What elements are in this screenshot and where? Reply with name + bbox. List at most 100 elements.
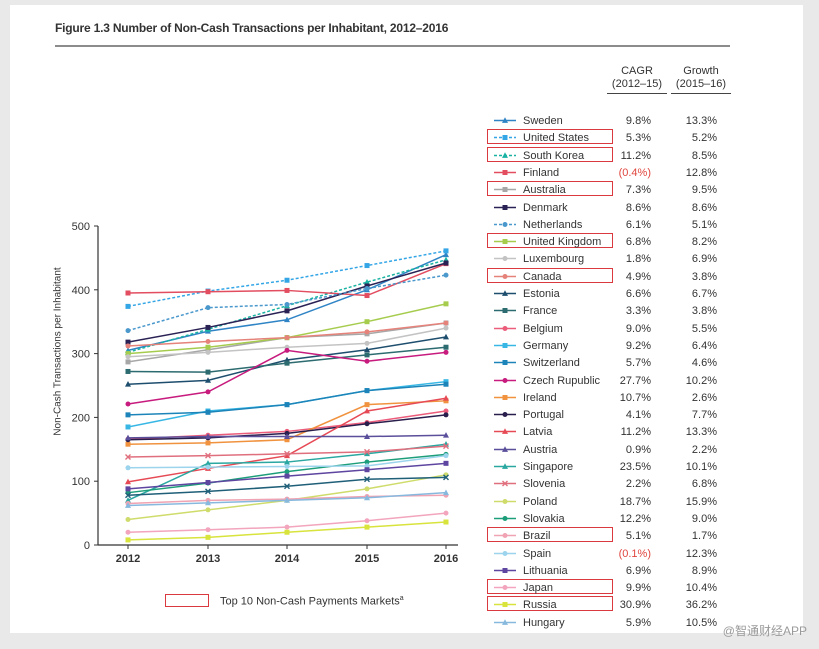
legend-swatch [494,187,516,193]
chart-series [125,248,449,543]
top10-highlight-box [487,579,613,595]
legend-swatch-marker [502,618,508,625]
data-point [284,497,290,503]
data-point [125,537,131,543]
legend-growth-value: 10.1% [685,461,717,473]
data-point [364,433,370,439]
data-point [443,510,449,516]
data-point [125,354,131,360]
data-point [443,320,449,326]
legend-swatch-marker [502,377,508,383]
legend-growth-value: 8.6% [691,201,717,214]
legend-cagr-value: 4.1% [625,409,651,422]
legend-label: Denmark [523,201,568,214]
legend-growth-value: 5.5% [691,322,717,335]
data-point [443,301,449,307]
top10-highlight-box [487,233,613,249]
data-point [205,488,211,495]
data-point [125,492,131,499]
chart-title: Figure 1.3 Number of Non-Cash Transactio… [55,21,449,35]
data-point [364,459,370,465]
y-axis-label: Non-Cash Transactions per Inhabitant [52,267,64,436]
figure-panel: Figure 1.3 Number of Non-Cash Transactio… [10,5,803,633]
data-point [364,319,370,325]
legend-swatch-marker [502,360,508,366]
legend-cagr-value: 9.9% [625,582,651,595]
data-point [205,479,211,485]
data-point [205,527,211,533]
legend-swatch-marker [502,151,508,158]
legend-label: Canada [523,270,562,283]
legend-cagr-value: 0.9% [625,443,651,456]
data-point [125,497,131,503]
y-tick-label: 0 [84,540,90,552]
data-point [284,458,290,465]
legend-label: Brazil [523,530,551,543]
legend-swatch-marker [502,342,508,348]
legend-growth-value: 8.9% [691,564,717,577]
legend-label: Sweden [523,115,563,127]
data-point [205,507,211,513]
data-point [125,401,131,407]
legend-growth-value: 8.5% [691,149,717,162]
legend-cagr-value: 12.2% [619,512,651,525]
series-switzerland [125,381,449,418]
y-tick-label: 300 [72,349,90,361]
data-point [125,478,131,485]
legend-cagr-value: 30.9% [619,599,651,612]
data-point [364,346,370,353]
legend-label: United Kingdom [523,236,602,249]
data-point [284,301,290,307]
data-point [364,448,370,455]
data-point [284,433,290,439]
data-point [205,452,211,459]
data-point [125,424,131,430]
data-point [284,483,290,490]
legend-swatch [494,394,516,400]
data-point [364,407,370,414]
legend-growth-value: 3.8% [691,305,717,318]
legend-swatch-marker [502,394,508,400]
data-point [284,335,290,341]
data-point [125,434,131,441]
legend-cagr-value: 6.6% [625,288,651,300]
legend-label: Spain [523,547,552,560]
data-point [205,409,211,415]
legend-cagr-value: 9.2% [625,339,651,352]
top10-highlight-box [487,267,613,283]
legend-label: Lithuania [523,564,568,577]
data-point [443,412,449,418]
data-point [125,381,131,387]
legend-swatch [490,632,518,633]
legend-label: United States [523,132,590,145]
data-point [125,502,131,508]
data-point [284,347,290,353]
data-point [364,518,370,524]
legend-swatch [494,498,516,504]
legend-swatch [494,273,516,279]
series-ireland [125,398,449,447]
legend-swatch [494,515,516,521]
legend-label: Latvia [523,426,553,439]
series-line-switzerland [127,383,447,416]
y-tick-label: 100 [72,476,90,488]
legend-swatch [494,618,516,625]
legend-cagr-value: 7.3% [625,184,651,197]
legend-swatch [494,342,516,348]
data-point [205,338,211,344]
legend-label: Switzerland [523,357,580,370]
legend-swatch-marker [502,239,508,245]
legend-growth-value: 13.3% [685,426,717,439]
data-point [443,333,449,340]
series-lithuania [125,460,449,492]
legend-cagr-value: 11.2% [620,149,651,162]
data-point [364,388,370,394]
legend-swatch-marker [502,585,508,591]
data-point [364,352,370,358]
legend-swatch [494,256,516,262]
data-point [364,402,370,408]
growth-header-line2: (2015–16) [675,78,727,90]
data-point [125,343,131,349]
series-malta [125,474,449,499]
legend-swatch-marker [502,533,508,539]
